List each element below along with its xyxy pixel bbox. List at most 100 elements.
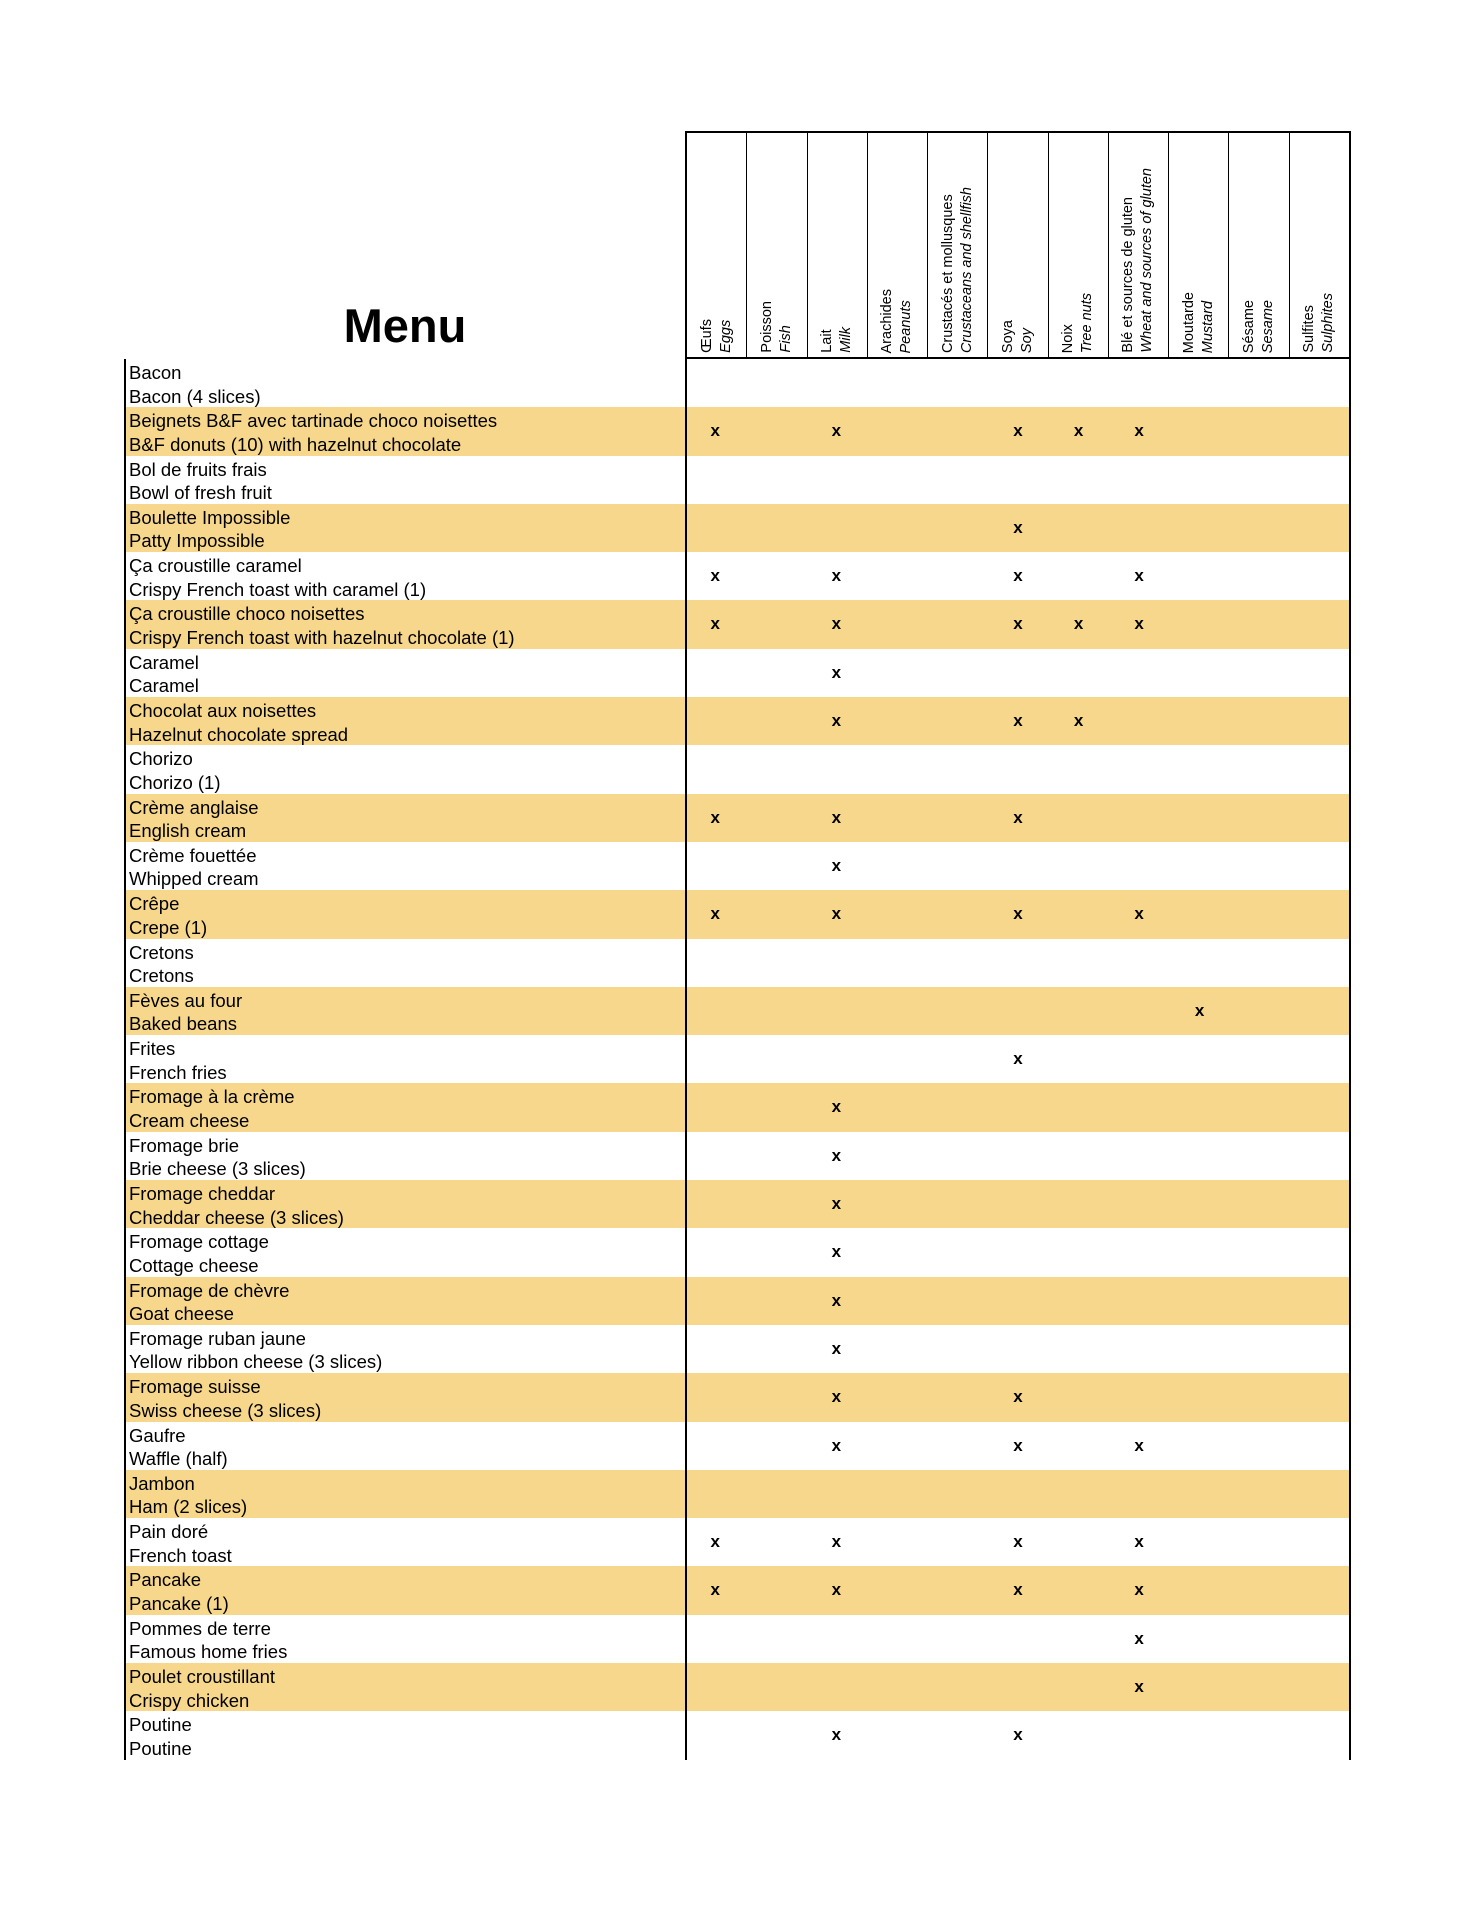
column-header-label: Noix Tree nuts (1059, 293, 1097, 353)
item-name-fr: Fèves au four (129, 989, 243, 1011)
column-label-fr: Œufs (698, 319, 715, 353)
allergen-header: Œufs Eggs Poisson Fish Lait Milk Arachides Pean… (685, 131, 1351, 359)
allergen-cell-sesame (1230, 1422, 1291, 1470)
item-name-en: Patty Impossible (129, 530, 265, 552)
allergen-cell-fish (746, 1228, 807, 1276)
allergen-cell-fish (746, 1711, 807, 1759)
allergen-cell-nuts (1048, 1711, 1109, 1759)
allergen-cell-nuts (1048, 794, 1109, 842)
item-name: Fromage cottage Cottage cheese (129, 1230, 269, 1277)
item-name-en: Cream cheese (129, 1109, 250, 1131)
table-row: Cretons Cretons (126, 939, 1351, 987)
allergen-cell-shellfish (927, 600, 988, 648)
item-name: Jambon Ham (2 slices) (129, 1472, 247, 1519)
column-label-en: Soy (1018, 328, 1035, 353)
item-name: Crème fouettée Whipped cream (129, 844, 259, 891)
item-name-fr: Chocolat aux noisettes (129, 700, 317, 722)
allergen-cell-eggs (685, 359, 746, 407)
column-label-en: Sesame (1260, 299, 1277, 353)
allergen-cell-nuts (1048, 1663, 1109, 1711)
column-label-en: Tree nuts (1079, 292, 1096, 353)
allergen-cell-mustard (1169, 1132, 1230, 1180)
table-row: Pommes de terre Famous home fries x (126, 1615, 1351, 1663)
column-header-shellfish: Crustacés et mollusques Crustaceans and s… (928, 133, 989, 357)
item-name-fr: Beignets B&F avec tartinade choco noiset… (129, 410, 498, 432)
allergen-cell-shellfish (927, 794, 988, 842)
allergen-cell-milk: x (831, 614, 842, 634)
allergen-cell-soy: x (1013, 1532, 1023, 1552)
item-name: Frites French fries (129, 1037, 227, 1084)
allergen-cell-milk: x (831, 1242, 842, 1262)
item-name-fr: Fromage brie (129, 1134, 240, 1156)
column-label-fr: Soya (999, 319, 1016, 353)
item-name-fr: Fromage ruban jaune (129, 1327, 306, 1349)
allergen-cell-sulphites (1290, 1711, 1351, 1759)
allergen-cell-wheat (1109, 842, 1170, 890)
item-name: Boulette Impossible Patty Impossible (129, 506, 290, 553)
allergen-cell-shellfish (927, 745, 988, 793)
allergen-cell-shellfish (927, 1518, 988, 1566)
allergen-cell-peanuts (867, 649, 928, 697)
column-header-label: Moutarde Mustard (1180, 292, 1218, 353)
column-header-fish: Poisson Fish (747, 133, 808, 357)
allergen-cell-wheat: x (1134, 1532, 1144, 1552)
allergen-cell-soy: x (1013, 1725, 1023, 1745)
allergen-cell-soy (988, 1228, 1049, 1276)
item-name-en: Swiss cheese (3 slices) (129, 1399, 322, 1421)
allergen-cell-sulphites (1290, 1277, 1351, 1325)
column-label-en: Mustard (1199, 300, 1216, 353)
allergen-cell-fish (746, 939, 807, 987)
allergen-cell-sulphites (1290, 649, 1351, 697)
item-name-en: Pancake (1) (129, 1592, 229, 1614)
allergen-cell-sesame (1230, 552, 1291, 600)
allergen-cell-eggs: x (710, 566, 720, 586)
allergen-cell-milk: x (831, 1532, 842, 1552)
item-name: Chorizo Chorizo (1) (129, 747, 221, 794)
allergen-cell-peanuts (867, 939, 928, 987)
allergen-cell-sesame (1230, 890, 1291, 938)
allergen-cell-nuts (1048, 1470, 1109, 1518)
allergen-cell-nuts (1048, 987, 1109, 1035)
allergen-cell-sesame (1230, 1711, 1291, 1759)
allergen-cell-eggs (685, 1615, 746, 1663)
allergen-cell-eggs (685, 1277, 746, 1325)
allergen-cell-sesame (1230, 359, 1291, 407)
allergen-cell-fish (746, 1180, 807, 1228)
allergen-cell-peanuts (867, 987, 928, 1035)
table-row: Ça croustille caramel Crispy French toast… (126, 552, 1351, 600)
allergen-cell-soy (988, 987, 1049, 1035)
allergen-cell-milk (806, 1035, 867, 1083)
allergen-cell-wheat (1109, 1325, 1170, 1373)
column-label-en: Crustaceans and shellfish (958, 186, 975, 353)
allergen-cell-milk: x (831, 1338, 842, 1358)
allergen-cell-wheat (1109, 745, 1170, 793)
allergen-cell-soy: x (1013, 807, 1023, 827)
allergen-cell-sesame (1230, 1132, 1291, 1180)
allergen-cell-milk (806, 745, 867, 793)
item-name-fr: Crêpe (129, 893, 180, 915)
allergen-cell-peanuts (867, 456, 928, 504)
table-row: Fèves au four Baked beans x (126, 986, 1351, 1036)
column-header-label: Sulfites Sulphites (1300, 293, 1338, 353)
item-name: Fromage suisse Swiss cheese (3 slices) (129, 1375, 321, 1422)
allergen-cell-sesame (1230, 1518, 1291, 1566)
item-name-fr: Cretons (129, 941, 194, 963)
allergen-cell-wheat (1109, 939, 1170, 987)
allergen-cell-milk: x (831, 904, 842, 924)
item-name: Pain doré French toast (129, 1520, 232, 1567)
item-name: Crème anglaise English cream (129, 796, 259, 843)
allergen-cell-eggs (685, 745, 746, 793)
allergen-cell-peanuts (867, 552, 928, 600)
allergen-cell-fish (746, 456, 807, 504)
allergen-cell-sesame (1230, 1615, 1291, 1663)
table-row: Bol de fruits frais Bowl of fresh fruit (126, 456, 1351, 504)
column-label-en: Wheat and sources of gluten (1139, 168, 1156, 353)
allergen-cell-peanuts (867, 1711, 928, 1759)
column-header-wheat: Blé et sources de gluten Wheat and source… (1109, 133, 1170, 357)
allergen-cell-milk (806, 456, 867, 504)
item-name-en: Brie cheese (3 slices) (129, 1158, 306, 1180)
allergen-cell-shellfish (927, 359, 988, 407)
allergen-cell-soy: x (1013, 517, 1023, 537)
table-row: Ça croustille choco noisettes Crispy Fren… (126, 600, 1351, 649)
item-name: Chocolat aux noisettes Hazelnut chocolate… (129, 699, 348, 746)
